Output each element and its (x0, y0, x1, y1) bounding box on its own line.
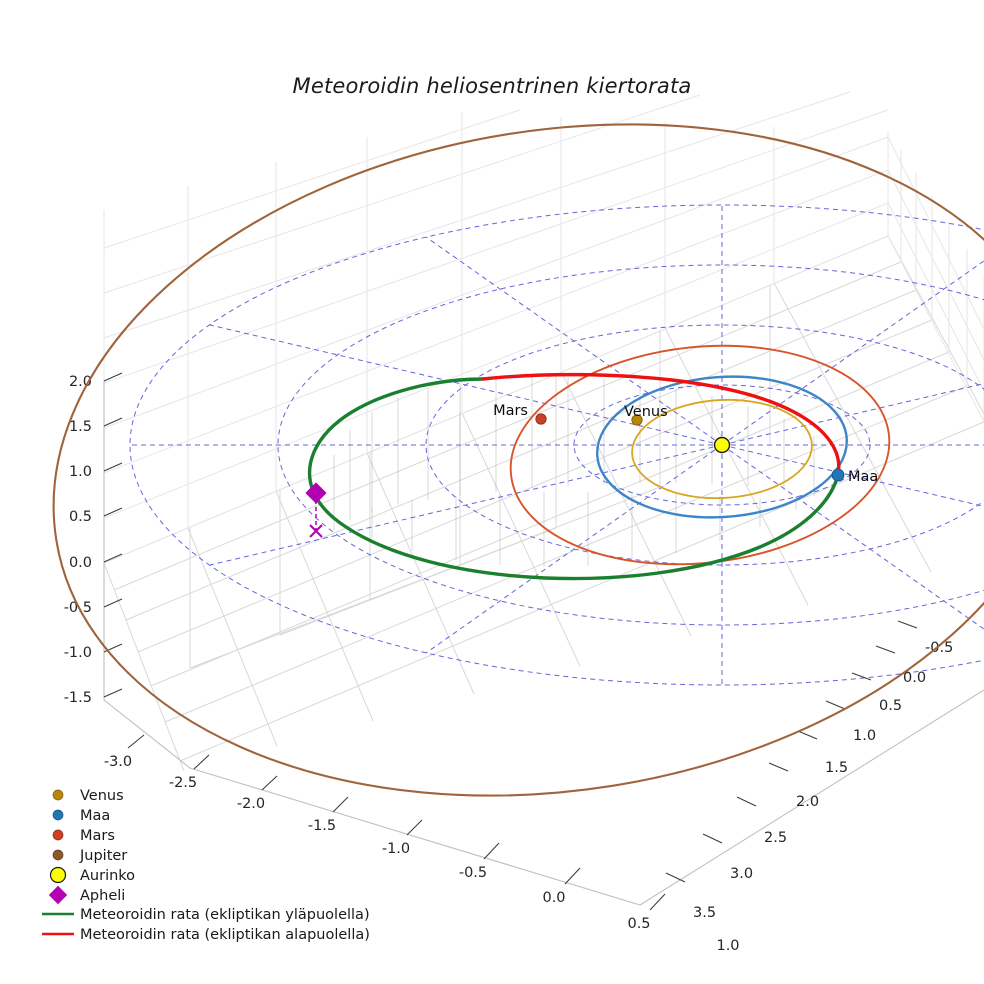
x-tick-3: -1.5 (308, 818, 336, 834)
z-tick-1: 1.5 (69, 419, 92, 435)
meteoroid-stems (333, 376, 815, 567)
jupiter-orbit (52, 123, 984, 797)
legend-label-mars: Mars (80, 828, 115, 844)
x-tick-8: 1.0 (716, 938, 739, 954)
x-axis-ticks: -3.0 -2.5 -2.0 -1.5 -1.0 -0.5 0.0 0.5 1.… (104, 734, 740, 954)
legend-label-maa: Maa (80, 808, 110, 824)
legend-label-venus: Venus (80, 788, 124, 804)
venus-marker (631, 414, 643, 426)
venus-label: Venus (624, 404, 668, 420)
y-tick-4: 1.5 (825, 760, 848, 776)
ecliptic-polar-grid (129, 204, 984, 686)
pane-grid-left-wall (103, 91, 889, 564)
y-tick-7: 3.0 (730, 866, 753, 882)
z-tick-3: 0.5 (69, 509, 92, 525)
maa-marker (831, 468, 845, 482)
z-tick-6: -1.0 (64, 645, 92, 661)
legend: Venus Maa Mars Jupiter Aurinko Apheli Me… (42, 788, 370, 943)
x-tick-6: 0.0 (542, 890, 565, 906)
x-tick-4: -1.0 (382, 841, 410, 857)
pane-grid-right-wall (887, 131, 984, 423)
maa-label: Maa (848, 469, 878, 485)
mars-marker (535, 413, 547, 425)
legend-label-orbit-above: Meteoroidin rata (ekliptikan yläpuolella… (80, 907, 370, 923)
aurinko-marker (713, 436, 731, 454)
legend-marker-aurinko (49, 866, 67, 884)
x-tick-7: 0.5 (627, 916, 650, 932)
legend-label-apheli: Apheli (80, 888, 125, 904)
mars-orbit (509, 344, 891, 566)
legend-marker-apheli (48, 885, 68, 905)
pane-inner-edges (189, 285, 771, 669)
x-tick-5: -0.5 (459, 865, 487, 881)
z-tick-5: -0.5 (64, 600, 92, 616)
y-tick-5: 2.0 (796, 794, 819, 810)
venus-orbit (631, 398, 813, 500)
y-tick-6: 2.5 (764, 830, 787, 846)
maa-orbit (596, 375, 848, 519)
meteoroid-orbit-below-ecliptic (481, 372, 841, 477)
y-tick-3: 1.0 (853, 728, 876, 744)
axis-spines (103, 380, 984, 906)
x-tick-1: -2.5 (169, 775, 197, 791)
legend-label-orbit-below: Meteoroidin rata (ekliptikan alapuolella… (80, 927, 370, 943)
z-tick-7: -1.5 (64, 690, 92, 706)
legend-label-jupiter: Jupiter (79, 848, 127, 864)
legend-marker-mars (52, 829, 64, 841)
y-tick-1: 0.0 (903, 670, 926, 686)
page-title: Meteoroidin heliosentrinen kiertorata (292, 74, 692, 98)
legend-marker-venus (52, 789, 64, 801)
mars-label: Mars (493, 403, 528, 419)
y-tick-2: 0.5 (879, 698, 902, 714)
z-tick-4: 0.0 (69, 555, 92, 571)
meteoroid-orbit-above-ecliptic (307, 377, 840, 581)
y-tick-8: 3.5 (693, 905, 716, 921)
x-tick-0: -3.0 (104, 754, 132, 770)
legend-label-aurinko: Aurinko (80, 868, 135, 884)
z-axis-ticks: 2.0 1.5 1.0 0.5 0.0 -0.5 -1.0 -1.5 (64, 372, 123, 706)
x-tick-2: -2.0 (237, 796, 265, 812)
z-tick-2: 1.0 (69, 464, 92, 480)
legend-marker-jupiter (52, 849, 64, 861)
legend-marker-maa (52, 809, 64, 821)
y-axis-ticks: -0.5 0.0 0.5 1.0 1.5 2.0 2.5 3.0 3.5 (665, 620, 953, 921)
